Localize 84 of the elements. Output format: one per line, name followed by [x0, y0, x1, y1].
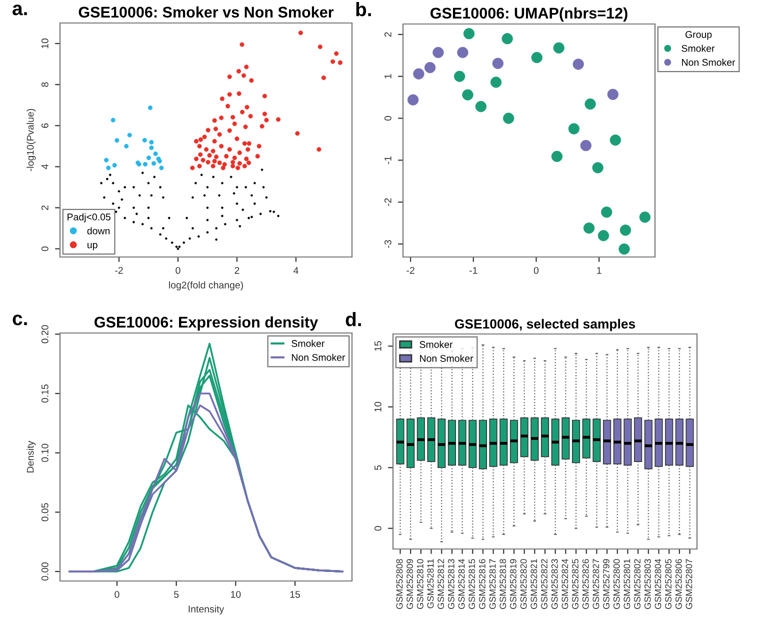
y-tick-label: -1: [384, 156, 392, 164]
legend-label: Smoker: [682, 44, 715, 52]
legend-label: Non Smoker: [420, 354, 474, 362]
y-axis-title: Density: [26, 440, 36, 472]
x-tick-label: GSM252805: [665, 559, 672, 609]
chart-title: GSE10006: Expression density: [94, 316, 318, 331]
y-tick-label: 6: [41, 123, 48, 128]
x-tick-label: GSM252823: [551, 559, 558, 609]
text: c.: [12, 314, 27, 326]
x-tick-label: GSM252817: [489, 559, 496, 609]
y-tick-label: 0.15: [41, 384, 48, 403]
y-tick-label: 0: [384, 116, 392, 121]
y-tick-label: 0.00: [41, 562, 48, 581]
chart-title: GSE10006: Smoker vs Non Smoker: [78, 6, 334, 18]
x-tick-label: GSM252822: [541, 559, 548, 609]
x-tick-label: GSM252812: [438, 559, 444, 609]
x-tick-label: GSM252803: [644, 559, 651, 609]
x-axis-title: log2(fold change): [169, 281, 243, 290]
x-tick-label: GSM252802: [634, 559, 640, 609]
text: a.: [12, 4, 27, 16]
y-tick-label: 0.20: [41, 325, 48, 344]
y-tick-label: 5: [374, 465, 382, 470]
x-tick-label: GSM252799: [603, 559, 610, 609]
text: d.: [346, 312, 361, 326]
x-tick-label: GSM252809: [406, 559, 413, 609]
y-tick-label: 2: [41, 206, 48, 210]
y-axis-title: -log10(Pvalue): [26, 108, 36, 172]
x-tick-label: -2: [115, 266, 123, 274]
x-tick-label: GSM252827: [592, 559, 600, 609]
x-tick-label: 2: [234, 266, 240, 274]
x-tick-label: GSM252813: [448, 559, 454, 609]
x-tick-label: GSM252825: [572, 559, 578, 609]
y-tick-label: 0: [41, 246, 48, 252]
x-tick-label: GSM252808: [396, 559, 403, 609]
x-tick-label: 15: [290, 591, 300, 598]
x-tick-label: 0: [114, 590, 120, 598]
x-tick-label: GSM252810: [416, 559, 424, 609]
x-tick-label: GSM252811: [427, 559, 434, 608]
y-tick-label: 15: [374, 341, 382, 351]
y-tick-label: 0: [374, 526, 382, 531]
y-tick-label: 10: [374, 402, 382, 412]
x-tick-label: GSM252815: [468, 559, 476, 609]
y-tick-label: 0.10: [41, 444, 48, 462]
x-tick-label: GSM252804: [654, 558, 662, 609]
x-tick-label: GSM252824: [562, 558, 568, 609]
x-tick-label: GSM252821: [530, 559, 538, 609]
legend-title: Padj<0.05: [68, 213, 110, 222]
x-tick-label: 5: [174, 591, 179, 598]
x-tick-label: GSM252826: [582, 559, 589, 609]
legend-label: Smoker: [420, 340, 453, 348]
x-tick-label: 4: [293, 267, 298, 274]
y-tick-label: 0.05: [41, 503, 48, 522]
chart-title: GSE10006, selected samples: [454, 318, 636, 332]
x-tick-label: GSM252816: [478, 559, 486, 609]
chart-title: GSE10006: UMAP(nbrs=12): [430, 7, 628, 22]
y-tick-label: 8: [41, 82, 48, 87]
x-tick-label: GSM252814: [458, 558, 465, 609]
y-tick-label: 2: [384, 32, 392, 37]
x-tick-label: GSM252800: [613, 559, 620, 609]
x-tick-label: GSM252807: [686, 559, 692, 609]
legend-title: Group: [686, 31, 712, 40]
y-tick-label: -3: [384, 240, 392, 248]
x-tick-label: GSM252819: [510, 559, 516, 609]
x-tick-label: GSM252820: [520, 559, 527, 609]
y-tick-label: 10: [41, 38, 48, 48]
x-tick-label: GSM252806: [675, 559, 682, 609]
legend-label: Smoker: [292, 340, 324, 347]
legend-label: down: [87, 227, 110, 234]
x-tick-label: GSM252801: [624, 559, 630, 609]
y-tick-label: 4: [42, 164, 48, 170]
x-tick-label: -2: [406, 266, 414, 274]
x-tick-label: 0: [176, 266, 180, 274]
y-tick-label: 1: [384, 74, 392, 78]
x-tick-label: 10: [231, 590, 241, 598]
x-axis-title: Intensity: [188, 605, 224, 614]
legend-label: Non Smoker: [292, 354, 346, 361]
y-tick-label: -2: [384, 198, 392, 206]
x-tick-label: GSM252818: [500, 559, 506, 609]
x-tick-label: -1: [469, 267, 478, 274]
text: b.: [356, 2, 371, 16]
x-tick-label: 1: [597, 267, 602, 274]
x-tick-label: 0: [534, 266, 539, 274]
legend-label: up: [88, 242, 98, 250]
legend-label: Non Smoker: [682, 58, 736, 66]
